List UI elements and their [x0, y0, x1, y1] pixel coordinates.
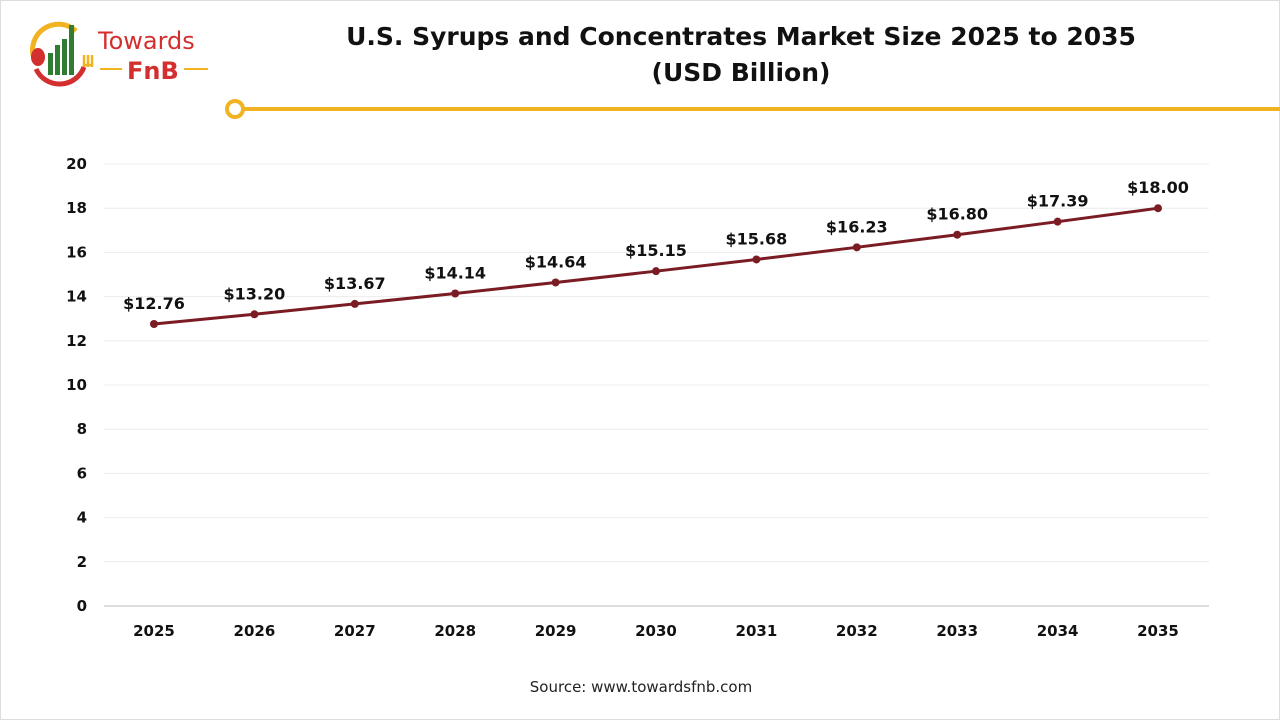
- brand-subname: FnB: [127, 57, 179, 85]
- data-point: [953, 230, 962, 239]
- data-label: $16.80: [926, 205, 988, 224]
- data-label: $16.23: [826, 217, 888, 236]
- data-point: [451, 289, 460, 298]
- data-label: $15.15: [625, 241, 687, 260]
- data-point: [250, 310, 259, 319]
- data-point: [551, 278, 560, 287]
- brand-name: Towards: [97, 27, 195, 55]
- series-line: [153, 206, 1159, 326]
- x-tick-label: 2027: [334, 622, 376, 640]
- data-label: $13.67: [324, 274, 386, 293]
- y-tick-label: 16: [66, 243, 87, 261]
- data-label: $13.20: [224, 284, 286, 303]
- y-tick-label: 4: [77, 509, 87, 527]
- x-tick-label: 2030: [635, 622, 677, 640]
- x-tick-label: 2031: [736, 622, 778, 640]
- towards-fnb-logo: Towards FnB: [29, 21, 208, 87]
- accent-divider: [225, 99, 1280, 119]
- x-tick-label: 2026: [234, 622, 276, 640]
- y-tick-label: 2: [77, 553, 87, 571]
- data-label: $12.76: [123, 294, 185, 313]
- x-tick-label: 2033: [936, 622, 978, 640]
- data-point: [350, 299, 359, 308]
- x-tick-label: 2034: [1037, 622, 1079, 640]
- x-tick-label: 2035: [1137, 622, 1179, 640]
- x-tick-label: 2032: [836, 622, 878, 640]
- data-point: [150, 320, 158, 329]
- data-point: [752, 255, 761, 264]
- data-point: [1154, 204, 1162, 213]
- y-tick-label: 20: [66, 155, 87, 173]
- y-tick-label: 10: [66, 376, 87, 394]
- title-line-2: (USD Billion): [651, 58, 831, 87]
- y-tick-label: 8: [77, 420, 87, 438]
- y-tick-label: 14: [66, 288, 87, 306]
- x-tick-label: 2028: [434, 622, 476, 640]
- y-tick-label: 6: [77, 464, 87, 482]
- x-tick-label: 2025: [133, 622, 175, 640]
- y-tick-label: 12: [66, 332, 87, 350]
- title-line-1: U.S. Syrups and Concentrates Market Size…: [346, 22, 1136, 51]
- data-point: [852, 243, 861, 252]
- y-tick-label: 0: [77, 597, 87, 615]
- data-label: $14.14: [424, 264, 486, 283]
- data-label: $18.00: [1127, 178, 1189, 197]
- source-note: Source: www.towardsfnb.com: [529, 678, 753, 696]
- chart-title: U.S. Syrups and Concentrates Market Size…: [301, 19, 1181, 91]
- y-tick-label: 18: [66, 199, 87, 217]
- data-label: $15.68: [726, 229, 788, 248]
- data-label: $14.64: [525, 252, 587, 271]
- data-label: $17.39: [1027, 192, 1089, 211]
- data-point: [1053, 217, 1062, 226]
- data-point: [652, 267, 660, 276]
- x-tick-label: 2029: [535, 622, 577, 640]
